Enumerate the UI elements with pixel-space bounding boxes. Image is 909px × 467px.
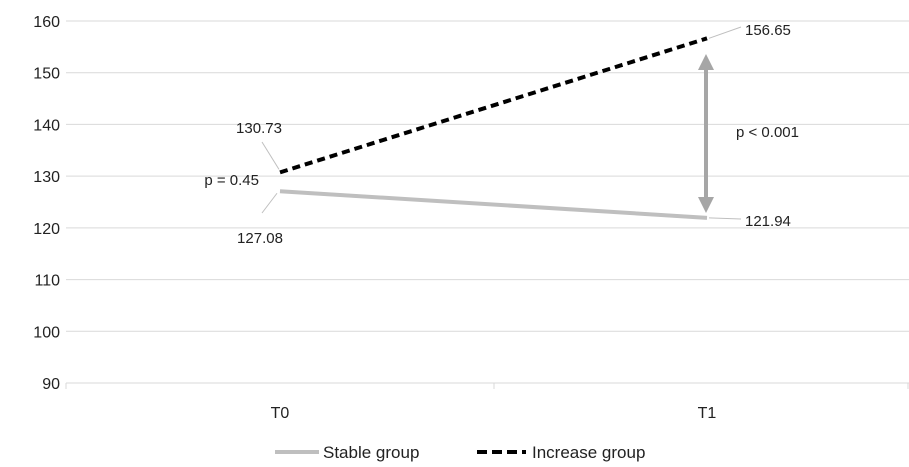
series-line-increase — [279, 36, 708, 175]
y-tick-label: 120 — [33, 221, 60, 238]
leader-line — [708, 217, 742, 220]
y-tick-label: 110 — [34, 273, 60, 290]
annotation-p-t1: p < 0.001 — [736, 124, 799, 141]
gridlines — [66, 20, 909, 384]
x-tick-label: T0 — [271, 405, 290, 422]
leader-line — [261, 141, 280, 170]
legend: Stable group Increase group — [275, 443, 645, 462]
legend-label-increase: Increase group — [532, 443, 645, 462]
y-tick-label: 130 — [33, 169, 60, 186]
y-axis: 90 100 110 120 130 140 150 160 — [33, 14, 60, 393]
data-label: 156.65 — [745, 22, 791, 39]
series-lines — [279, 36, 708, 220]
annotation-p-t0: p = 0.45 — [204, 172, 259, 189]
x-axis: T0 T1 — [65, 383, 909, 422]
annotations: p = 0.45 p < 0.001 — [204, 54, 799, 213]
y-tick-label: 140 — [33, 117, 60, 134]
y-tick-label: 150 — [33, 66, 60, 83]
data-labels: 127.08 121.94 130.73 156.65 — [236, 22, 791, 247]
y-tick-label: 100 — [33, 324, 60, 341]
data-label: 127.08 — [237, 230, 283, 247]
series-line-stable — [279, 189, 708, 220]
legend-label-stable: Stable group — [323, 443, 419, 462]
leader-line — [261, 192, 278, 214]
leader-line — [708, 26, 742, 39]
data-label: 130.73 — [236, 120, 282, 137]
y-tick-label: 90 — [42, 376, 60, 393]
y-tick-label: 160 — [33, 14, 60, 31]
x-tick-label: T1 — [698, 405, 717, 422]
data-label: 121.94 — [745, 213, 791, 230]
